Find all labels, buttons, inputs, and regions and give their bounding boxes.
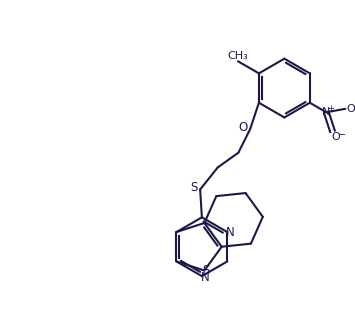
Text: O: O — [239, 121, 248, 134]
Text: N: N — [226, 225, 234, 239]
Text: +: + — [327, 104, 334, 113]
Text: −: − — [338, 130, 346, 140]
Text: S: S — [190, 181, 198, 194]
Text: O: O — [346, 104, 355, 114]
Text: CH₃: CH₃ — [228, 51, 248, 61]
Text: S: S — [202, 264, 210, 277]
Text: O: O — [332, 132, 340, 143]
Text: N: N — [322, 107, 331, 117]
Text: N: N — [201, 271, 210, 284]
